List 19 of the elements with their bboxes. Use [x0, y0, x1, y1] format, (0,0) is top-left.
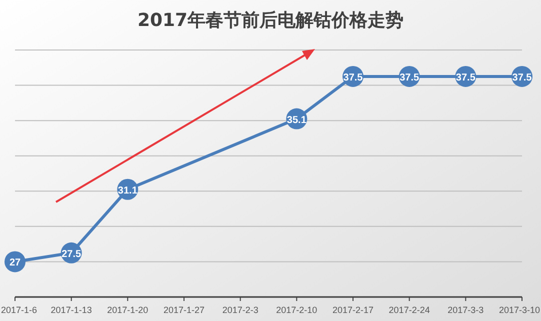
x-tick-label: 2017-3-10 — [498, 305, 540, 315]
data-label: 37.5 — [343, 72, 364, 84]
data-label: 37.5 — [400, 72, 420, 84]
data-label: 37.5 — [456, 72, 476, 84]
x-tick-label: 2017-2-17 — [332, 305, 374, 315]
x-tick-label: 2017-2-3 — [222, 305, 258, 315]
x-tick-label: 2017-2-10 — [276, 305, 318, 315]
x-tick-label: 2017-1-20 — [107, 305, 148, 315]
x-tick-label: 2017-1-27 — [163, 305, 205, 315]
x-tick-label: 2017-1-13 — [50, 305, 92, 315]
x-tick-label: 2017-3-3 — [448, 305, 484, 315]
data-label: 27 — [9, 258, 21, 269]
x-tick-label: 2017-2-24 — [388, 305, 430, 315]
data-label: 35.1 — [286, 114, 307, 126]
data-label: 27.5 — [62, 248, 82, 260]
data-label: 31.1 — [118, 185, 138, 196]
chart-title: 2017年春节前后电解钴价格走势 — [137, 10, 404, 31]
data-label: 37.5 — [512, 72, 532, 84]
x-tick-label: 2017-1-6 — [1, 305, 38, 315]
